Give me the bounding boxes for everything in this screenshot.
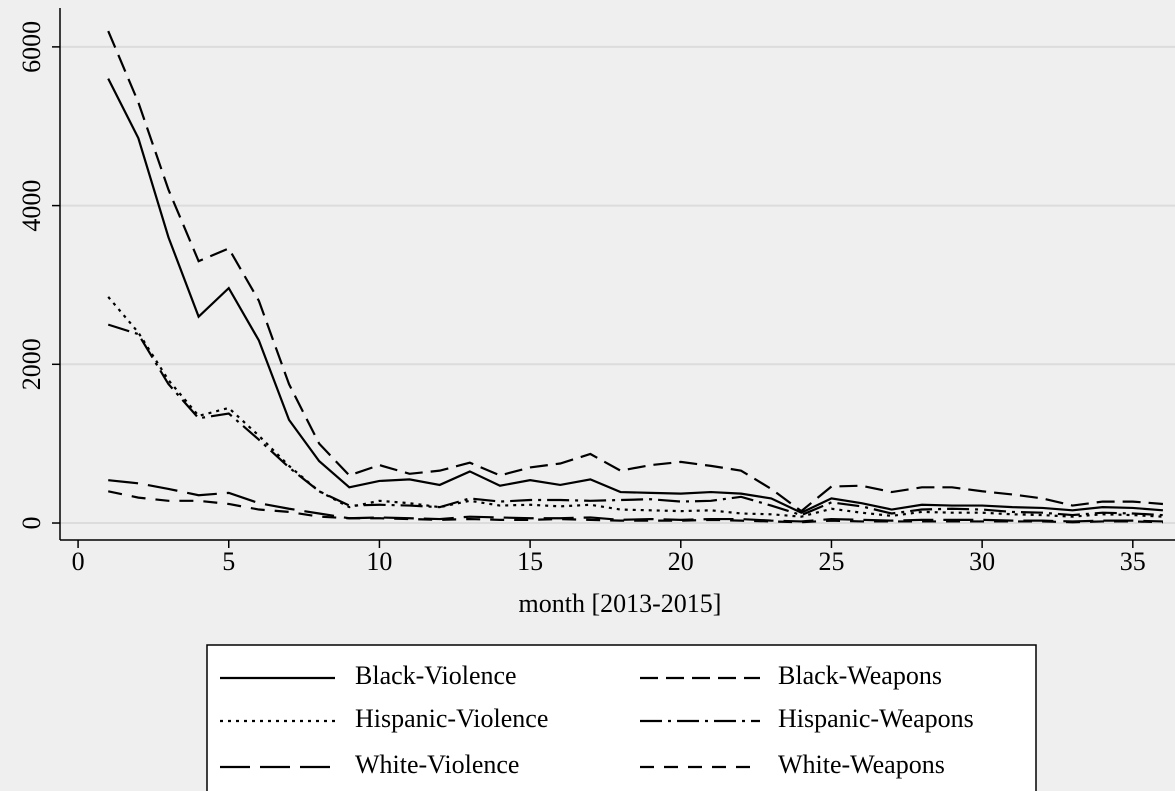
x-tick-label: 30 bbox=[969, 547, 995, 576]
x-tick-label: 20 bbox=[668, 547, 694, 576]
series-line bbox=[107, 30, 1164, 513]
y-tick-label: 2000 bbox=[17, 338, 46, 390]
x-tick-label: 5 bbox=[222, 547, 235, 576]
legend-label: Hispanic-Violence bbox=[355, 704, 548, 733]
series-line bbox=[108, 479, 1163, 523]
series-line bbox=[107, 296, 1164, 518]
legend bbox=[206, 644, 1037, 791]
series-line bbox=[107, 78, 1164, 514]
series-line bbox=[107, 490, 1163, 524]
y-tick-label: 4000 bbox=[17, 180, 46, 232]
x-tick-label: 25 bbox=[818, 547, 844, 576]
legend-label: White-Weapons bbox=[778, 750, 945, 779]
x-tick-label: 0 bbox=[72, 547, 85, 576]
legend-label: Black-Weapons bbox=[778, 661, 942, 690]
x-tick-label: 35 bbox=[1120, 547, 1146, 576]
y-tick-label: 0 bbox=[17, 517, 46, 530]
x-tick-label: 10 bbox=[366, 547, 392, 576]
legend-label: Black-Violence bbox=[355, 661, 517, 690]
x-tick-label: 15 bbox=[517, 547, 543, 576]
legend-label: White-Violence bbox=[355, 750, 519, 779]
y-tick-label: 6000 bbox=[17, 21, 46, 73]
legend-label: Hispanic-Weapons bbox=[778, 704, 974, 733]
x-axis-label: month [2013-2015] bbox=[519, 589, 722, 618]
series-line bbox=[107, 323, 1164, 517]
